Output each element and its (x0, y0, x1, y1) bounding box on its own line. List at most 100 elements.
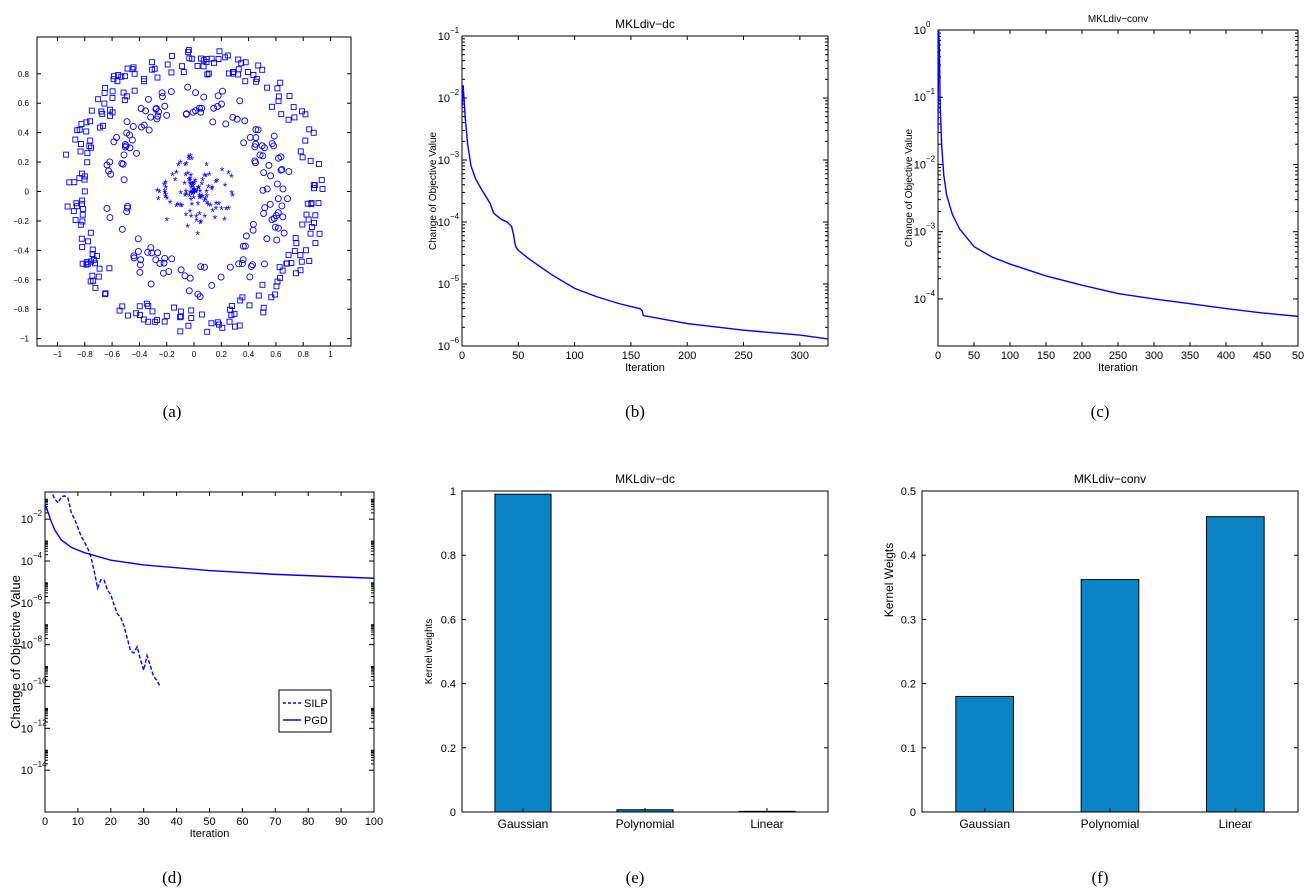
scatter-point-star: * (189, 153, 194, 167)
x-tick-label: 200 (678, 350, 696, 362)
scatter-point-square (123, 93, 130, 100)
scatter-point-circle (197, 108, 205, 116)
scatter-point-star: * (183, 190, 188, 204)
scatter-point-square (154, 317, 160, 324)
x-tick-label: 100 (365, 816, 383, 828)
scatter-point-star: * (224, 204, 229, 218)
y-tick-exponent: −10 (33, 677, 47, 686)
scatter-point-square (63, 151, 70, 158)
x-tick-label: Gaussian (498, 817, 549, 831)
scatter-point-square (228, 312, 235, 319)
scatter-point-circle (261, 260, 268, 268)
x-tick-label: 50 (968, 350, 980, 362)
scatter-point-square (76, 126, 83, 133)
scatter-point-square (194, 63, 201, 69)
scatter-point-square (235, 66, 242, 73)
scatter-point-square (177, 314, 184, 321)
scatter-point-circle (147, 244, 155, 252)
scatter-point-star: * (188, 187, 193, 201)
scatter-point-square (121, 73, 128, 80)
scatter-point-square (72, 136, 79, 143)
scatter-point-square (225, 70, 232, 77)
scatter-point-circle (185, 287, 193, 295)
y-tick-exponent: −1 (926, 87, 936, 96)
y-tick-label: −1 (20, 335, 30, 344)
scatter-point-star: * (188, 180, 193, 194)
scatter-point-star: * (196, 182, 201, 196)
caption-f: (f) (1091, 868, 1109, 887)
scatter-point-square (152, 318, 159, 325)
bar-polynomial (1080, 579, 1140, 813)
scatter-point-square (133, 310, 140, 317)
scatter-point-circle (177, 266, 185, 274)
scatter-point-circle (274, 195, 282, 203)
scatter-point-square (89, 246, 96, 253)
scatter-point-circle (278, 166, 286, 173)
scatter-point-circle (168, 255, 176, 263)
scatter-point-star: * (210, 206, 215, 220)
scatter-point-star: * (203, 193, 208, 207)
scatter-point-square (88, 144, 94, 151)
scatter-point-star: * (187, 174, 192, 188)
scatter-point-star: * (157, 186, 162, 200)
scatter-point-circle (142, 107, 150, 115)
y-tick-label: 10 (914, 25, 926, 37)
scatter-point-circle (252, 126, 260, 134)
scatter-point-square (185, 322, 192, 329)
scatter-point-circle (280, 229, 288, 237)
scatter-point-square (306, 258, 313, 264)
y-tick-label: 0 (450, 807, 456, 819)
y-tick-label: 0 (25, 188, 30, 197)
scatter-point-square (319, 185, 326, 192)
x-tick-label: Gaussian (959, 817, 1010, 831)
scatter-point-square (177, 328, 184, 335)
scatter-point-star: * (170, 170, 175, 184)
scatter-point-square (87, 229, 94, 236)
y-axis-label: Change of Objective Value (8, 575, 23, 729)
scatter-point-square (80, 205, 87, 212)
scatter-point-circle (242, 232, 250, 240)
y-tick-label: 10 (438, 341, 450, 353)
y-tick-exponent: −8 (33, 635, 43, 644)
scatter-point-circle (246, 134, 254, 141)
scatter-point-circle (217, 273, 225, 281)
y-tick-label: 0.6 (18, 99, 30, 108)
scatter-point-star: * (178, 188, 183, 202)
scatter-point-circle (113, 134, 120, 141)
scatter-point-star: * (192, 185, 197, 199)
scatter-point-star: * (202, 170, 207, 184)
scatter-point-square (291, 248, 298, 255)
bar-gaussian (955, 695, 1014, 813)
x-axis-label: Iteration (625, 362, 665, 374)
scatter-point-circle (200, 93, 208, 101)
scatter-point-square (77, 148, 84, 155)
scatter-point-circle (136, 268, 144, 276)
scatter-point-circle (235, 260, 243, 268)
scatter-point-square (253, 78, 260, 85)
scatter-point-circle (266, 200, 274, 208)
plot-frame-b (461, 35, 829, 347)
x-tick-label: 150 (622, 350, 640, 362)
scatter-point-square (299, 221, 306, 228)
scatter-point-circle (137, 256, 145, 264)
scatter-point-star: * (191, 193, 196, 207)
scatter-point-square (149, 308, 156, 315)
scatter-point-square (114, 78, 121, 85)
x-tick-label: −1 (53, 350, 63, 359)
scatter-point-square (102, 290, 109, 297)
scatter-point-star: * (200, 175, 205, 189)
scatter-point-circle (192, 89, 199, 97)
scatter-point-square (83, 261, 90, 268)
scatter-point-square (302, 111, 309, 118)
series-line-silp (48, 492, 161, 687)
scatter-point-star: * (214, 198, 219, 212)
scatter-point-star: * (206, 181, 211, 195)
scatter-point-square (115, 71, 122, 78)
scatter-point-circle (184, 83, 192, 91)
scatter-point-square (229, 70, 236, 77)
scatter-point-star: * (188, 175, 193, 189)
scatter-point-square (222, 54, 229, 61)
chart-title: MKLdiv−dc (615, 17, 675, 31)
chart-e: 0 0.2 0.4 0.6 0.8 1 Gaussian Polynomial Linear MK… (424, 472, 829, 831)
x-tick-label: 0 (42, 816, 48, 828)
